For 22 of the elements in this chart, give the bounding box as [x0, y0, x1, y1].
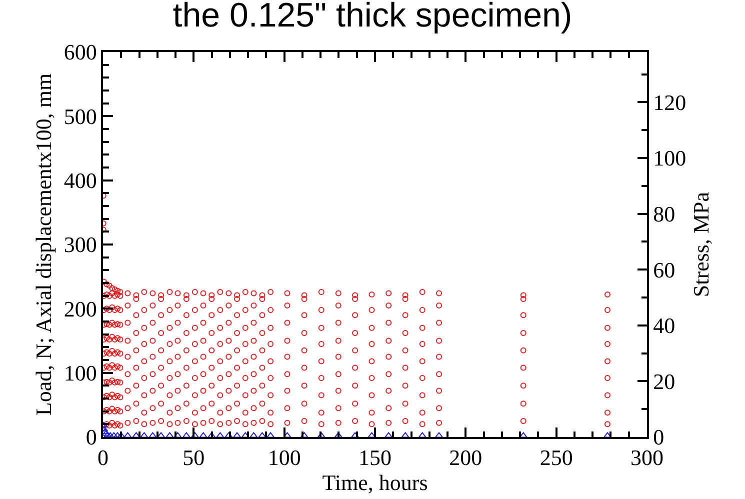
y2-tick-label: 60	[653, 257, 676, 282]
x-tick-label: 150	[358, 445, 392, 470]
y-tick-label: 500	[64, 104, 97, 129]
y-tick-label: 300	[64, 232, 97, 258]
x-tick-label: 100	[268, 445, 301, 470]
chart-title: the 0.125" thick specimen)	[172, 0, 572, 34]
x-tick-label: 250	[540, 445, 573, 470]
y2-tick-label: 120	[653, 90, 686, 115]
x-tick-label: 200	[449, 445, 482, 470]
x-axis-title: Time, hours	[322, 470, 428, 496]
y2-tick-label: 80	[653, 202, 676, 227]
x-tick-label: 50	[182, 445, 205, 470]
y2-tick-label: 40	[653, 313, 676, 338]
y-tick-label: 600	[64, 40, 97, 65]
y2-tick-label: 100	[653, 146, 686, 171]
y-tick-label: 200	[64, 296, 97, 322]
y2-axis-title: Stress, MPa	[688, 192, 714, 298]
y2-tick-label: 20	[653, 368, 676, 394]
y-tick-label: 400	[64, 168, 97, 194]
y-tick-label: 0	[86, 424, 97, 450]
y-tick-label: 100	[64, 360, 97, 386]
y-axis-title: Load, N; Axial displacementx100, mm	[31, 73, 56, 416]
